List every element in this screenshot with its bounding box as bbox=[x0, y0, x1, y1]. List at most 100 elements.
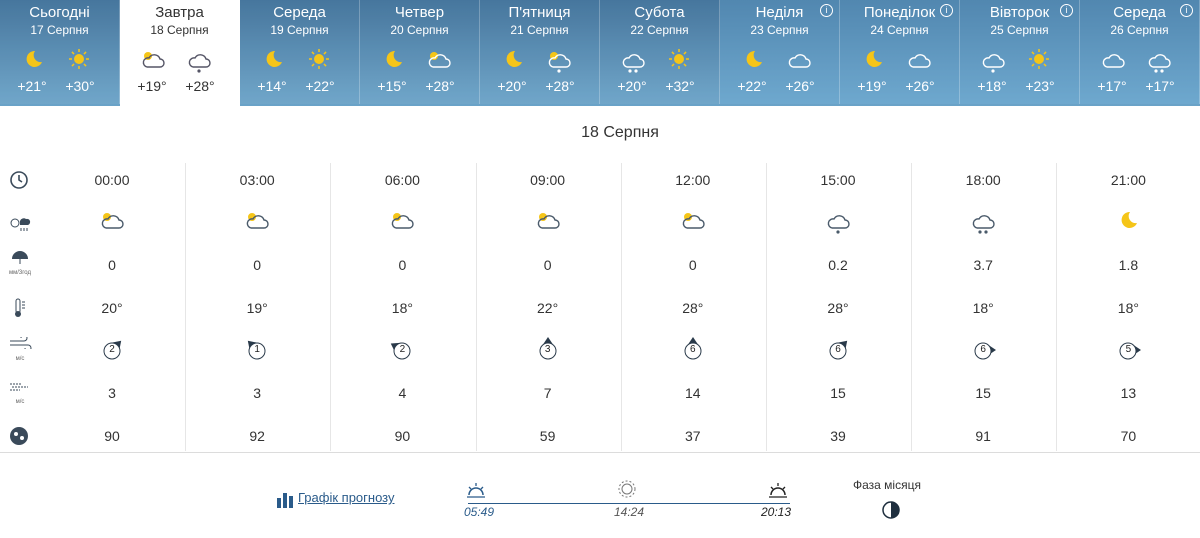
day-date: 23 Серпня bbox=[750, 23, 809, 37]
day-name: П'ятниця bbox=[508, 4, 571, 21]
wind-arrow bbox=[824, 336, 852, 369]
day-tab[interactable] bbox=[480, 0, 600, 104]
day-tab[interactable] bbox=[960, 0, 1080, 104]
hour-icon bbox=[535, 209, 561, 240]
day-tab[interactable] bbox=[600, 0, 720, 104]
night-temp: +20° bbox=[497, 78, 527, 94]
wind-arrow-shape bbox=[829, 340, 848, 360]
day-tab[interactable] bbox=[120, 0, 240, 106]
day-icon bbox=[906, 48, 932, 79]
weather-icon bbox=[622, 54, 645, 73]
night-temp: +14° bbox=[257, 78, 287, 94]
chart-icon[interactable] bbox=[276, 490, 294, 513]
day-temp: +30° bbox=[65, 78, 95, 94]
hour-icon bbox=[99, 209, 125, 240]
day-date: 20 Серпня bbox=[390, 23, 449, 37]
day-temp: +22° bbox=[305, 78, 335, 94]
weather-icon bbox=[1102, 54, 1125, 68]
precipitation: 0 bbox=[253, 257, 262, 273]
weather-icon bbox=[101, 213, 124, 229]
day-name: Вівторок bbox=[989, 4, 1050, 21]
hour: 18:00 bbox=[965, 172, 1001, 188]
weather-icon bbox=[682, 213, 705, 229]
weather-icon bbox=[537, 213, 560, 229]
day-date: 18 Серпня bbox=[150, 23, 209, 37]
day-tab[interactable] bbox=[240, 0, 360, 104]
day-icon bbox=[786, 48, 812, 79]
column-divider bbox=[330, 163, 332, 451]
night-icon bbox=[140, 48, 166, 79]
info-icon[interactable]: i bbox=[1180, 4, 1193, 17]
row-icon bbox=[8, 334, 32, 354]
gusts: 3 bbox=[108, 385, 116, 401]
weather-icon bbox=[788, 54, 811, 68]
row-icon bbox=[8, 169, 30, 196]
day-icon bbox=[1026, 48, 1052, 79]
weather-icon bbox=[746, 50, 762, 67]
day-name: Середа bbox=[273, 4, 326, 21]
temperature: 19° bbox=[246, 300, 268, 316]
gusts: 3 bbox=[253, 385, 262, 401]
day-tab[interactable] bbox=[720, 0, 840, 104]
column-divider bbox=[475, 163, 477, 451]
day-icon bbox=[666, 48, 692, 79]
day-tab[interactable] bbox=[0, 0, 120, 104]
day-tab[interactable] bbox=[360, 0, 480, 104]
night-temp: +19° bbox=[857, 78, 887, 94]
night-temp: +15° bbox=[377, 78, 407, 94]
day-temp: +23° bbox=[1025, 78, 1055, 94]
wind-arrow bbox=[98, 336, 126, 369]
weather-icon bbox=[908, 54, 931, 68]
night-temp: +21° bbox=[17, 78, 47, 94]
precipitation: 1.8 bbox=[1118, 257, 1139, 273]
wind-arrow bbox=[679, 336, 707, 369]
row-icon bbox=[8, 379, 32, 397]
humidity: 70 bbox=[1120, 428, 1137, 444]
row-icon bbox=[8, 251, 32, 270]
night-icon bbox=[380, 48, 406, 79]
hour-icon bbox=[244, 209, 270, 240]
temperature: 28° bbox=[827, 300, 849, 316]
hour-icon bbox=[825, 209, 851, 240]
wind-arrow-shape bbox=[247, 340, 266, 360]
hour: 03:00 bbox=[239, 172, 275, 188]
info-icon[interactable]: i bbox=[940, 4, 953, 17]
hour-icon bbox=[680, 209, 706, 240]
day-temp: +32° bbox=[665, 78, 695, 94]
wind-speed: 2 bbox=[109, 344, 115, 355]
day-date: 25 Серпня bbox=[990, 23, 1049, 37]
day-date: 22 Серпня bbox=[630, 23, 689, 37]
weather-icon bbox=[866, 50, 882, 67]
info-icon[interactable]: i bbox=[1060, 4, 1073, 17]
humidity: 91 bbox=[975, 428, 991, 444]
info-icon[interactable]: i bbox=[820, 4, 833, 17]
column-divider bbox=[766, 163, 767, 451]
precipitation: 0 bbox=[398, 257, 407, 273]
moon-phase-label: Фаза місяця bbox=[853, 478, 921, 492]
night-temp: +18° bbox=[977, 78, 1007, 94]
night-icon bbox=[260, 48, 286, 79]
day-tab[interactable] bbox=[840, 0, 960, 104]
hour: 06:00 bbox=[384, 172, 420, 188]
day-temp: +17° bbox=[1145, 78, 1175, 94]
column-divider bbox=[1056, 163, 1058, 451]
night-icon bbox=[1100, 48, 1126, 79]
weather-icon bbox=[506, 50, 522, 67]
column-divider bbox=[620, 163, 622, 451]
day-name: Понеділок bbox=[863, 4, 936, 21]
weather-icon bbox=[266, 50, 282, 67]
weather-icon bbox=[386, 50, 402, 67]
hour: 12:00 bbox=[675, 172, 711, 188]
weather-icon bbox=[69, 49, 89, 69]
weather-icon bbox=[1148, 54, 1171, 73]
day-name: Четвер bbox=[394, 4, 445, 21]
gusts: 4 bbox=[398, 385, 407, 401]
day-icon bbox=[186, 48, 212, 79]
weather-icon bbox=[142, 52, 165, 68]
chart-link[interactable]: Графік прогнозу bbox=[298, 490, 395, 505]
wind-arrow bbox=[1114, 336, 1142, 369]
day-tab[interactable] bbox=[1080, 0, 1200, 104]
day-name: Завтра bbox=[155, 4, 204, 21]
hour: 21:00 bbox=[1110, 172, 1146, 188]
wind-speed: 5 bbox=[1125, 344, 1132, 355]
